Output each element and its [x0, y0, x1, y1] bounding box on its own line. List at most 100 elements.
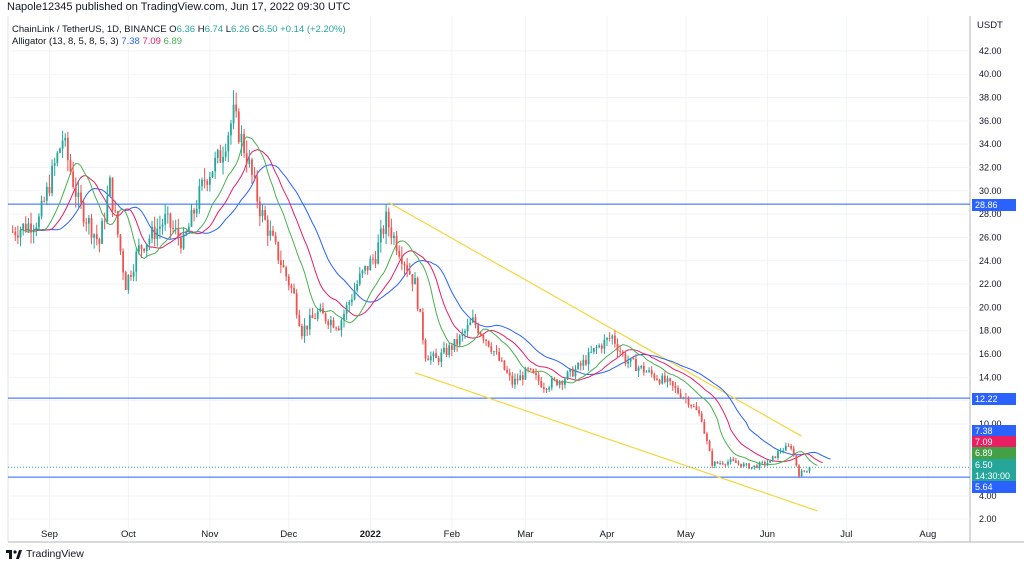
candle-body: [66, 137, 69, 160]
x-tick-label: 2022: [360, 529, 381, 540]
symbol-legend: ChainLink / TetherUS, 1D, BINANCE O6.36 …: [12, 24, 346, 35]
candle-body: [721, 463, 724, 465]
candle-body: [145, 244, 148, 252]
y-tick-label: 38.00: [979, 93, 1002, 103]
candle-body: [151, 226, 153, 239]
candle-body: [224, 151, 227, 157]
candle-body: [685, 397, 687, 399]
candle-body: [137, 245, 140, 252]
candle-body: [637, 367, 640, 372]
candle-body: [159, 226, 161, 229]
symbol-name: ChainLink / TetherUS, 1D, BINANCE: [12, 24, 167, 35]
candle-body: [45, 186, 48, 201]
candle-body: [471, 317, 474, 323]
indicator-name: Alligator (13, 8, 5, 8, 5, 3): [12, 36, 119, 47]
high-value: 6.74: [204, 24, 224, 35]
channel-upper-line: [388, 201, 802, 437]
candle-body: [648, 370, 650, 372]
candle-body: [40, 200, 43, 217]
candle-body: [166, 213, 169, 215]
top-bar: Napole12345 published on TradingView.com…: [0, 0, 1024, 13]
candle-body: [82, 202, 85, 223]
candle-body: [540, 381, 543, 388]
candle-body: [424, 340, 427, 359]
candle-body: [111, 177, 114, 211]
candle-body: [35, 227, 38, 230]
candle-body: [127, 275, 130, 290]
candle-body: [627, 361, 629, 364]
candle-body: [435, 353, 437, 358]
candle-body: [771, 456, 774, 460]
candle-body: [398, 250, 401, 257]
candle-body: [169, 213, 172, 228]
candle-body: [582, 359, 585, 366]
candle-body: [74, 187, 77, 197]
candle-body: [19, 229, 22, 238]
candle-body: [671, 381, 674, 386]
candle-body: [614, 335, 616, 344]
candle-body: [372, 258, 374, 260]
candle-body: [98, 239, 101, 244]
candle-body: [56, 152, 59, 164]
candle-body: [748, 463, 750, 469]
candle-body: [77, 192, 80, 197]
candle-body: [122, 251, 124, 273]
candle-body: [464, 331, 466, 333]
candle-body: [256, 177, 259, 202]
x-tick-label: Jul: [840, 529, 852, 540]
candle-body: [724, 464, 727, 466]
candle-body: [779, 450, 782, 452]
candle-body: [753, 465, 756, 468]
candle-body: [201, 179, 203, 187]
candle-body: [243, 133, 245, 154]
candle-body: [703, 421, 706, 434]
close-value: 6.50: [259, 24, 278, 35]
candle-body: [400, 256, 403, 264]
candle-body: [661, 375, 664, 384]
brand-label: TradingView: [26, 548, 84, 560]
candle-body: [237, 111, 240, 143]
candle-body: [340, 320, 343, 331]
candle-body: [48, 186, 51, 194]
candle-body: [387, 211, 390, 228]
candle-body: [177, 228, 180, 238]
candle-body: [698, 410, 700, 414]
candle-body: [374, 258, 377, 264]
candle-body: [174, 228, 177, 230]
candle-body: [477, 325, 480, 334]
low-label: L: [225, 24, 232, 35]
candle-body: [742, 463, 745, 467]
candle-body: [369, 258, 372, 271]
candle-body: [27, 223, 30, 232]
x-tick-label: Mar: [517, 529, 533, 540]
candle-body: [569, 368, 572, 372]
candle-body: [750, 467, 753, 469]
last-price-badge: 6.50: [972, 459, 1016, 471]
candle-body: [143, 248, 146, 252]
candle-body: [269, 230, 272, 236]
candle-body: [14, 231, 17, 236]
candle-body: [345, 304, 348, 314]
candle-body: [706, 433, 708, 442]
candle-body: [761, 461, 764, 463]
candle-body: [450, 345, 453, 350]
candle-body: [695, 406, 698, 411]
candle-body: [590, 351, 593, 353]
candle-body: [208, 177, 211, 185]
candle-body: [500, 360, 503, 362]
high-label: H: [197, 24, 205, 35]
x-tick-label: Feb: [444, 529, 460, 540]
y-tick-label: 30.00: [979, 186, 1002, 196]
candle-body: [385, 211, 387, 235]
y-tick-label: 42.00: [979, 46, 1002, 56]
candle-body: [272, 230, 274, 236]
tradingview-brand[interactable]: TradingView: [6, 548, 84, 560]
y-tick-label: 40.00: [979, 69, 1002, 79]
y-tick-label: 36.00: [979, 116, 1002, 126]
candle-body: [756, 465, 758, 468]
candle-body: [53, 163, 56, 166]
candle-body: [506, 369, 508, 373]
candle-body: [498, 352, 501, 361]
candle-body: [287, 276, 290, 286]
